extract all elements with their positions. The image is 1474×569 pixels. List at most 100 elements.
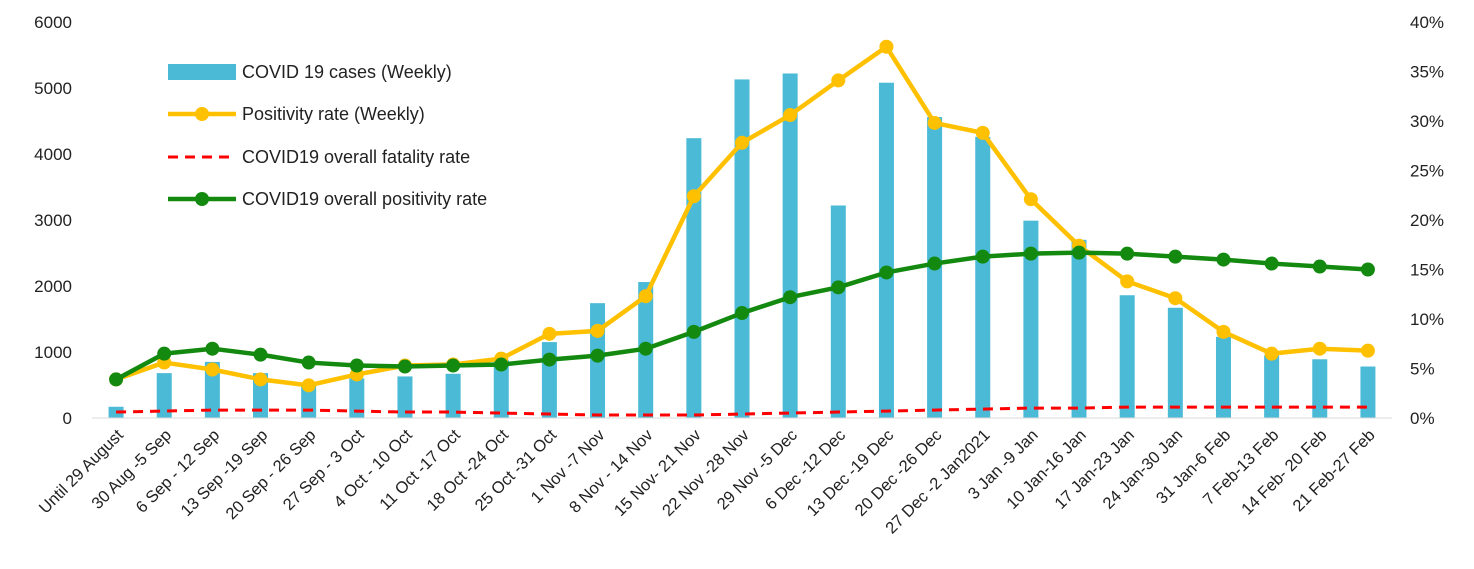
series-point (1360, 262, 1375, 277)
series-point (446, 358, 461, 373)
bar (108, 406, 124, 418)
series-point (975, 125, 990, 140)
series-point (1264, 256, 1279, 271)
bar (1264, 355, 1280, 418)
series-point (1120, 246, 1135, 261)
series-point (735, 306, 749, 321)
bar (1023, 220, 1039, 418)
left-axis-tick-label: 0 (63, 409, 72, 428)
series-point (1120, 274, 1135, 289)
series-point (1216, 252, 1231, 267)
right-axis-tick-label: 25% (1410, 162, 1444, 181)
x-axis-tick-label: 20 Sep - 26 Sep (222, 426, 319, 523)
series-point (1360, 343, 1375, 358)
bar (734, 79, 750, 419)
bar (975, 136, 991, 418)
legend-swatch (168, 64, 236, 80)
series-point (638, 341, 653, 356)
bar (1312, 359, 1328, 418)
x-axis-tick-label: 20 Dec -26 Dec (852, 426, 946, 520)
bar (782, 73, 798, 418)
series-point (205, 341, 220, 356)
left-axis-tick-label: 6000 (34, 13, 72, 32)
right-axis-tick-label: 5% (1410, 360, 1435, 379)
legend: COVID 19 cases (Weekly) Positivity rate (… (168, 62, 487, 209)
bar (686, 138, 702, 418)
series-point (783, 108, 798, 123)
right-axis: 0% 5% 10% 15% 20% 25% 30% 35% 40% (1410, 13, 1444, 428)
series-point (542, 352, 557, 367)
right-axis-tick-label: 40% (1410, 13, 1444, 32)
legend-label: COVID 19 cases (Weekly) (242, 62, 452, 82)
series-point (1168, 249, 1183, 264)
series-point (590, 348, 605, 363)
right-axis-tick-label: 35% (1410, 63, 1444, 82)
right-axis-tick-label: 10% (1410, 310, 1444, 329)
series-point (1216, 324, 1231, 339)
legend-label: COVID19 overall positivity rate (242, 189, 487, 209)
x-axis-tick-label: 22 Nov -28 Nov (659, 426, 753, 520)
left-axis-tick-label: 5000 (34, 79, 72, 98)
series-point (542, 326, 557, 341)
x-axis-tick-label: 21 Feb-27 Feb (1289, 426, 1378, 515)
bar (830, 205, 846, 418)
series-point (879, 39, 894, 54)
series-point (927, 115, 942, 130)
bar (493, 359, 509, 418)
bar-series (108, 73, 1376, 419)
series-point (1168, 291, 1183, 306)
series-point (1264, 346, 1279, 361)
x-axis-tick-label: 14 Feb- 20 Feb (1238, 426, 1331, 519)
line-series (109, 39, 1375, 417)
x-axis-tick-label: 8 Nov - 14 Nov (566, 426, 657, 517)
series-point (590, 323, 605, 338)
series-point (927, 256, 942, 271)
legend-marker (195, 107, 209, 121)
right-axis-tick-label: 0% (1410, 409, 1435, 428)
legend-marker (195, 192, 209, 206)
series-point (301, 378, 316, 393)
series-point (253, 372, 268, 387)
series-point (1312, 341, 1327, 356)
series-point (349, 358, 364, 373)
right-axis-tick-label: 20% (1410, 211, 1444, 230)
series-point (1312, 259, 1327, 274)
x-axis-tick-label: 6 Sep - 12 Sep (133, 426, 224, 517)
left-axis-tick-label: 2000 (34, 277, 72, 296)
right-axis-tick-label: 30% (1410, 112, 1444, 131)
x-axis-tick-label: Until 29 August (36, 426, 128, 518)
bar (878, 82, 894, 418)
series-point (735, 135, 749, 150)
bar (1071, 239, 1087, 418)
bar (204, 361, 220, 418)
series-point (253, 347, 268, 362)
series-point (205, 362, 220, 377)
legend-label: COVID19 overall fatality rate (242, 147, 470, 167)
left-axis: 0 1000 2000 3000 4000 5000 6000 (34, 13, 72, 428)
bar (1167, 307, 1183, 418)
x-axis-tick-label: 15 Nov- 21 Nov (611, 426, 705, 520)
bar (1215, 336, 1231, 418)
bar (1360, 366, 1376, 418)
series-line (116, 405, 1368, 417)
x-axis-tick-label: 13 Dec -19 Dec (803, 426, 897, 520)
series-point (1072, 245, 1087, 260)
series-point (109, 372, 124, 387)
bar (156, 373, 172, 418)
series-point (1023, 192, 1038, 207)
series-point (638, 289, 653, 304)
series-point (831, 280, 846, 295)
bar (1119, 295, 1135, 418)
bar (445, 373, 461, 418)
series-point (831, 73, 846, 88)
series-point (1023, 246, 1038, 261)
left-axis-tick-label: 4000 (34, 145, 72, 164)
right-axis-tick-label: 15% (1410, 261, 1444, 280)
legend-label: Positivity rate (Weekly) (242, 104, 425, 124)
series-point (686, 189, 701, 204)
series-point (494, 357, 509, 372)
x-axis-tick-label: 13 Sep -19 Sep (178, 426, 272, 520)
series-point (879, 265, 894, 280)
series-point (783, 290, 798, 305)
bar (349, 378, 365, 418)
